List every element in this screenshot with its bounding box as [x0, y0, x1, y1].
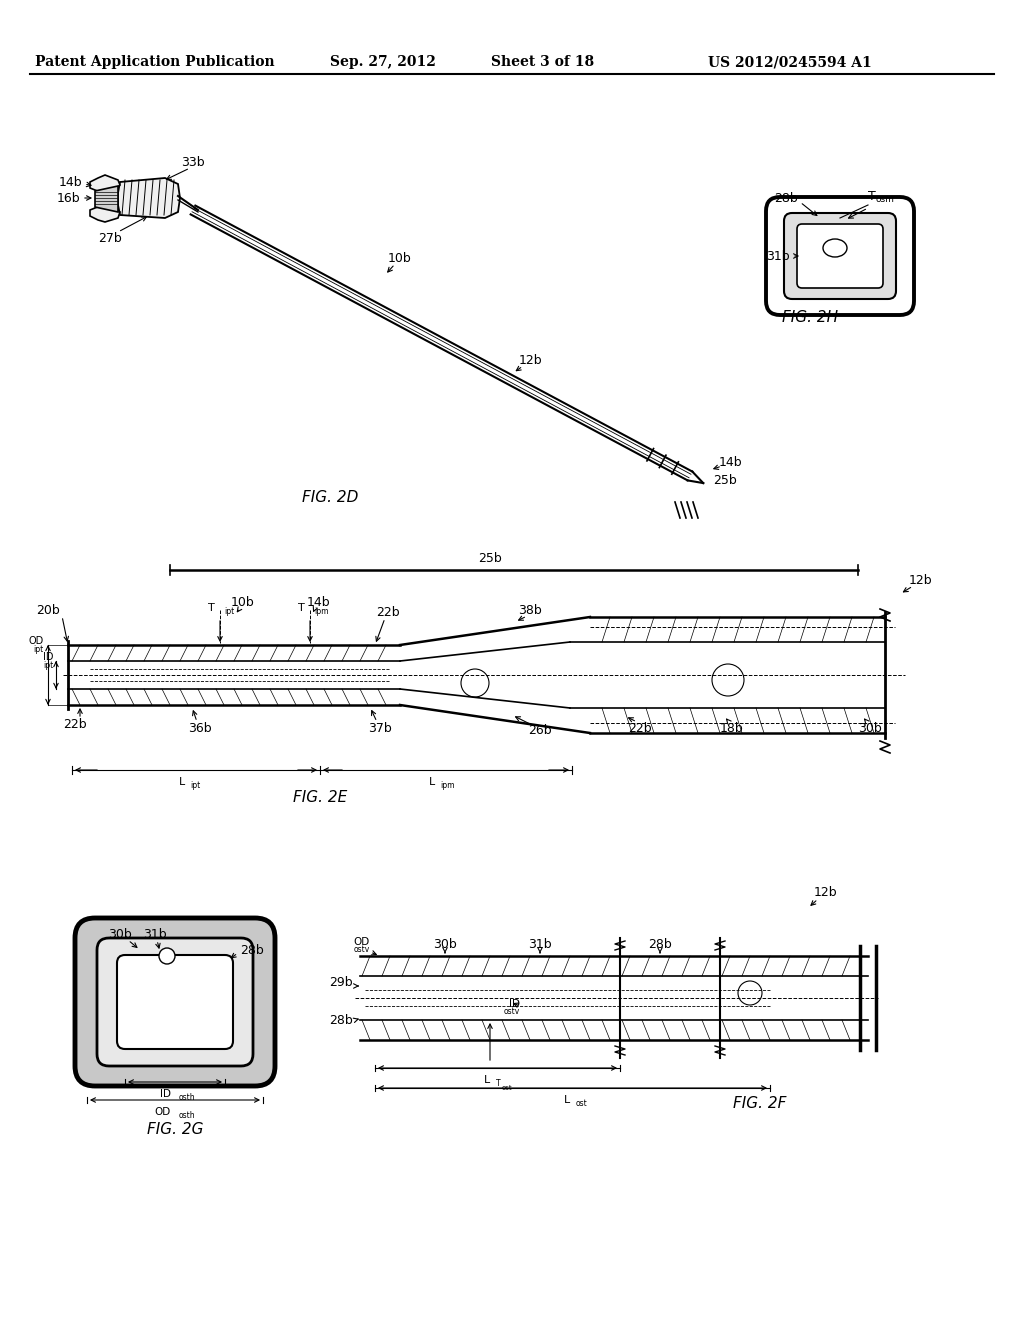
Text: 20b: 20b — [36, 603, 60, 616]
Text: ipt: ipt — [224, 607, 234, 616]
Text: L: L — [483, 1074, 490, 1085]
Text: FIG. 2E: FIG. 2E — [293, 791, 347, 805]
Text: T: T — [208, 603, 215, 612]
Text: T: T — [868, 190, 876, 202]
Text: ipm: ipm — [440, 781, 455, 791]
Text: ostv: ostv — [353, 945, 370, 954]
Text: ost: ost — [575, 1100, 588, 1109]
Text: 12b: 12b — [518, 354, 542, 367]
Text: 28b: 28b — [330, 1014, 353, 1027]
Text: FIG. 2G: FIG. 2G — [146, 1122, 203, 1138]
Polygon shape — [118, 178, 180, 218]
Text: L: L — [564, 1096, 570, 1105]
Text: FIG. 2F: FIG. 2F — [733, 1097, 786, 1111]
Text: 31b: 31b — [143, 928, 167, 940]
Ellipse shape — [823, 239, 847, 257]
Text: T: T — [298, 603, 305, 612]
Text: 14b: 14b — [58, 177, 82, 190]
Text: 31b: 31b — [766, 249, 790, 263]
Text: Patent Application Publication: Patent Application Publication — [35, 55, 274, 69]
Text: 12b: 12b — [813, 887, 837, 899]
Text: 30b: 30b — [109, 928, 132, 941]
Text: ipm: ipm — [314, 607, 329, 616]
Text: Sep. 27, 2012: Sep. 27, 2012 — [330, 55, 436, 69]
Text: 26b: 26b — [528, 723, 552, 737]
Text: 30b: 30b — [433, 937, 457, 950]
Text: 28b: 28b — [648, 937, 672, 950]
Text: 28b: 28b — [240, 944, 264, 957]
Text: OD: OD — [353, 937, 370, 946]
Text: US 2012/0245594 A1: US 2012/0245594 A1 — [709, 55, 871, 69]
Text: 31b: 31b — [528, 937, 552, 950]
Polygon shape — [90, 206, 120, 222]
Circle shape — [159, 948, 175, 964]
FancyBboxPatch shape — [97, 939, 253, 1067]
Text: FIG. 2D: FIG. 2D — [302, 491, 358, 506]
Text: ipt: ipt — [190, 781, 201, 791]
Text: OD: OD — [155, 1107, 171, 1117]
Text: L: L — [179, 777, 185, 787]
Text: 10b: 10b — [231, 595, 255, 609]
Text: ID: ID — [43, 652, 54, 663]
Polygon shape — [90, 176, 120, 191]
Text: FIG. 2H: FIG. 2H — [782, 310, 838, 326]
Text: 38b: 38b — [518, 603, 542, 616]
FancyBboxPatch shape — [797, 224, 883, 288]
Text: ost: ost — [502, 1085, 513, 1092]
Text: 29b: 29b — [330, 977, 353, 990]
Text: ipt: ipt — [44, 661, 54, 671]
Text: 36b: 36b — [188, 722, 212, 734]
FancyBboxPatch shape — [784, 213, 896, 300]
Text: 37b: 37b — [368, 722, 392, 734]
Text: 27b: 27b — [98, 231, 122, 244]
Text: osth: osth — [179, 1093, 196, 1102]
Text: ostv: ostv — [504, 1007, 520, 1016]
FancyBboxPatch shape — [75, 917, 275, 1086]
Text: 30b: 30b — [858, 722, 882, 734]
Polygon shape — [95, 186, 118, 213]
Text: 16b: 16b — [56, 191, 80, 205]
Text: 22b: 22b — [376, 606, 399, 619]
Text: Sheet 3 of 18: Sheet 3 of 18 — [492, 55, 595, 69]
Text: 25b: 25b — [478, 552, 502, 565]
Text: 33b: 33b — [181, 156, 205, 169]
Text: ipt: ipt — [34, 645, 44, 655]
Text: osm: osm — [876, 195, 895, 205]
Text: ID: ID — [509, 999, 520, 1008]
Text: 22b: 22b — [628, 722, 652, 734]
Text: 22b: 22b — [63, 718, 87, 731]
Text: 28b: 28b — [774, 191, 798, 205]
Text: 18b: 18b — [720, 722, 743, 734]
Text: L: L — [429, 777, 435, 787]
Text: 25b: 25b — [713, 474, 737, 487]
Text: 14b: 14b — [306, 595, 330, 609]
Text: OD: OD — [29, 636, 44, 645]
Text: 12b: 12b — [908, 573, 932, 586]
Text: 14b: 14b — [718, 455, 741, 469]
Text: osth: osth — [179, 1111, 196, 1121]
Text: ID: ID — [160, 1089, 171, 1100]
Text: 10b: 10b — [388, 252, 412, 264]
Text: T: T — [496, 1080, 501, 1089]
FancyBboxPatch shape — [117, 954, 233, 1049]
